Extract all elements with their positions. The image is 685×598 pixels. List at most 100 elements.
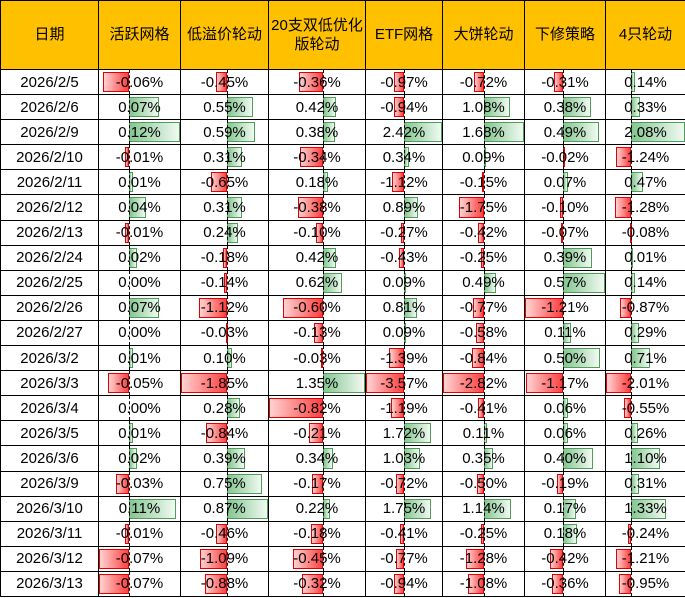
value-cell[interactable]: 0.01% [98, 169, 181, 196]
value-cell[interactable]: 0.55% [180, 94, 269, 121]
value-cell[interactable]: 0.09% [365, 319, 443, 347]
date-cell[interactable]: 2026/2/25 [0, 269, 99, 296]
value-cell[interactable]: -0.08% [605, 219, 685, 246]
date-cell[interactable]: 2026/2/9 [0, 119, 99, 146]
value-cell[interactable]: -0.38% [268, 194, 366, 221]
value-cell[interactable]: -0.25% [442, 520, 525, 547]
date-cell[interactable]: 2026/3/12 [0, 545, 99, 572]
value-cell[interactable]: -0.97% [365, 68, 443, 96]
column-header-strategy-2[interactable]: 低溢价轮动 [180, 0, 269, 70]
value-cell[interactable]: -1.24% [605, 144, 685, 171]
value-cell[interactable]: 0.09% [365, 269, 443, 296]
value-cell[interactable]: -0.07% [98, 570, 181, 597]
value-cell[interactable]: 1.14% [442, 495, 525, 522]
value-cell[interactable]: 0.10% [180, 345, 269, 372]
value-cell[interactable]: -0.45% [268, 545, 366, 572]
value-cell[interactable]: -1.09% [180, 545, 269, 572]
value-cell[interactable]: 0.14% [605, 269, 685, 296]
value-cell[interactable]: -0.95% [605, 570, 685, 597]
value-cell[interactable]: 0.28% [180, 395, 269, 422]
value-cell[interactable]: -0.36% [524, 570, 606, 597]
value-cell[interactable]: 0.42% [268, 244, 366, 271]
value-cell[interactable]: -0.13% [268, 319, 366, 347]
value-cell[interactable]: 0.09% [442, 144, 525, 171]
value-cell[interactable]: -0.60% [268, 294, 366, 321]
value-cell[interactable]: 1.33% [605, 495, 685, 522]
date-cell[interactable]: 2026/3/11 [0, 520, 99, 547]
value-cell[interactable]: -0.45% [180, 68, 269, 96]
value-cell[interactable]: -0.84% [180, 420, 269, 447]
value-cell[interactable]: -0.25% [442, 244, 525, 271]
value-cell[interactable]: 0.49% [442, 269, 525, 296]
date-cell[interactable]: 2026/2/5 [0, 68, 99, 96]
value-cell[interactable]: 0.11% [98, 495, 181, 522]
value-cell[interactable]: -1.85% [180, 370, 269, 397]
value-cell[interactable]: 0.34% [365, 144, 443, 171]
value-cell[interactable]: 1.72% [365, 420, 443, 447]
value-cell[interactable]: -0.55% [605, 395, 685, 422]
date-cell[interactable]: 2026/3/13 [0, 570, 99, 597]
value-cell[interactable]: 0.38% [524, 94, 606, 121]
value-cell[interactable]: 0.34% [268, 445, 366, 472]
date-cell[interactable]: 2026/3/3 [0, 370, 99, 397]
value-cell[interactable]: -1.21% [605, 545, 685, 572]
column-header-strategy-1[interactable]: 活跃网格 [98, 0, 181, 70]
value-cell[interactable]: 0.71% [605, 345, 685, 372]
value-cell[interactable]: -0.19% [524, 470, 606, 497]
column-header-strategy-5[interactable]: 大饼轮动 [442, 0, 525, 70]
value-cell[interactable]: 0.07% [98, 94, 181, 121]
value-cell[interactable]: -1.28% [442, 545, 525, 572]
value-cell[interactable]: -1.19% [365, 395, 443, 422]
value-cell[interactable]: 0.29% [605, 319, 685, 347]
value-cell[interactable]: 0.18% [524, 520, 606, 547]
value-cell[interactable]: -1.39% [365, 345, 443, 372]
value-cell[interactable]: -0.77% [442, 294, 525, 321]
value-cell[interactable]: -0.03% [98, 470, 181, 497]
value-cell[interactable]: 0.07% [98, 294, 181, 321]
value-cell[interactable]: -0.34% [268, 144, 366, 171]
value-cell[interactable]: 2.08% [605, 119, 685, 146]
value-cell[interactable]: 0.39% [180, 445, 269, 472]
date-cell[interactable]: 2026/3/10 [0, 495, 99, 522]
value-cell[interactable]: -0.72% [442, 68, 525, 96]
value-cell[interactable]: -0.07% [98, 545, 181, 572]
value-cell[interactable]: -0.05% [98, 370, 181, 397]
value-cell[interactable]: -0.10% [524, 194, 606, 221]
value-cell[interactable]: -0.88% [180, 570, 269, 597]
value-cell[interactable]: 0.87% [180, 495, 269, 522]
value-cell[interactable]: 1.68% [442, 119, 525, 146]
value-cell[interactable]: 0.00% [98, 269, 181, 296]
value-cell[interactable]: 0.14% [605, 68, 685, 96]
value-cell[interactable]: -0.42% [442, 219, 525, 246]
value-cell[interactable]: -1.21% [524, 294, 606, 321]
value-cell[interactable]: 1.03% [365, 445, 443, 472]
value-cell[interactable]: -0.31% [524, 68, 606, 96]
value-cell[interactable]: -0.01% [98, 520, 181, 547]
value-cell[interactable]: 0.12% [98, 119, 181, 146]
value-cell[interactable]: -0.82% [268, 395, 366, 422]
value-cell[interactable]: -0.41% [365, 520, 443, 547]
value-cell[interactable]: 0.18% [268, 169, 366, 196]
value-cell[interactable]: -0.46% [180, 520, 269, 547]
value-cell[interactable]: -0.01% [98, 219, 181, 246]
column-header-date[interactable]: 日期 [0, 0, 99, 70]
value-cell[interactable]: 0.07% [524, 169, 606, 196]
value-cell[interactable]: -0.10% [268, 219, 366, 246]
value-cell[interactable]: -0.77% [365, 545, 443, 572]
value-cell[interactable]: 0.01% [605, 244, 685, 271]
value-cell[interactable]: -0.03% [268, 345, 366, 372]
value-cell[interactable]: 0.40% [524, 445, 606, 472]
value-cell[interactable]: 0.06% [524, 395, 606, 422]
value-cell[interactable]: 0.24% [180, 219, 269, 246]
date-cell[interactable]: 2026/3/5 [0, 420, 99, 447]
value-cell[interactable]: 0.01% [98, 420, 181, 447]
value-cell[interactable]: 0.00% [98, 395, 181, 422]
value-cell[interactable]: -1.12% [365, 169, 443, 196]
value-cell[interactable]: -0.94% [365, 94, 443, 121]
value-cell[interactable]: 0.11% [442, 420, 525, 447]
date-cell[interactable]: 2026/2/26 [0, 294, 99, 321]
value-cell[interactable]: 0.50% [524, 345, 606, 372]
value-cell[interactable]: -0.65% [180, 169, 269, 196]
value-cell[interactable]: 0.06% [524, 420, 606, 447]
value-cell[interactable]: -0.50% [442, 470, 525, 497]
